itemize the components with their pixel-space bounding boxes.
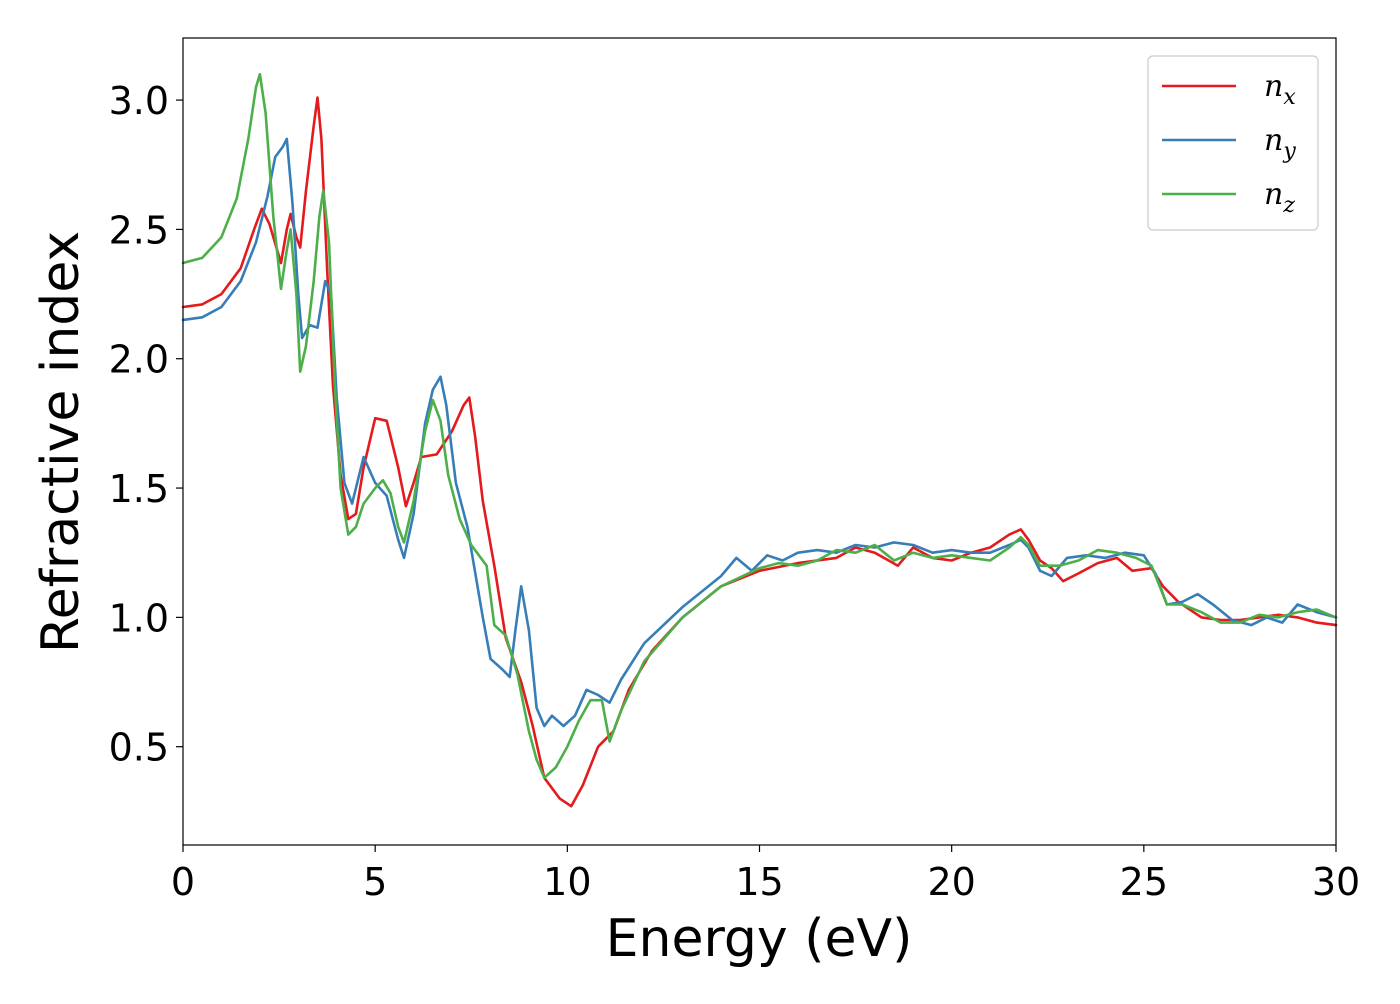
- y-tick-label: 2.0: [109, 338, 169, 382]
- y-tick-label: 3.0: [109, 79, 169, 123]
- x-tick-label: 30: [1312, 860, 1360, 904]
- y-tick-label: 2.5: [109, 208, 169, 252]
- x-tick-label: 15: [735, 860, 783, 904]
- x-tick-label: 20: [927, 860, 975, 904]
- y-tick-label: 1.5: [109, 467, 169, 511]
- legend-label-y: ny: [1264, 123, 1296, 164]
- legend-label-x: nx: [1264, 69, 1296, 110]
- series-line-x: [181, 96, 1338, 808]
- legend-box: [1147, 55, 1319, 231]
- legend-entries: nx ny nz: [1162, 69, 1296, 218]
- x-tick-label: 0: [171, 860, 195, 904]
- y-tick-label: 1.0: [109, 596, 169, 640]
- series-line-y: [181, 137, 1338, 728]
- series-lines: [181, 72, 1338, 808]
- x-axis-label: Energy (eV): [606, 909, 913, 969]
- x-tick-label: 5: [363, 860, 387, 904]
- y-tick-label: 0.5: [109, 726, 169, 770]
- x-tick-label: 25: [1120, 860, 1168, 904]
- legend-label-z: nz: [1264, 177, 1295, 218]
- series-line-z: [181, 72, 1338, 780]
- axis-ticks: 0 5 10 15 20 25 30 0.5 1.0 1.5 2.0 2.5 3.0: [109, 79, 1361, 904]
- x-tick-label: 10: [543, 860, 591, 904]
- y-axis-label: Refractive index: [31, 231, 91, 653]
- legend: nx ny nz: [1147, 55, 1319, 231]
